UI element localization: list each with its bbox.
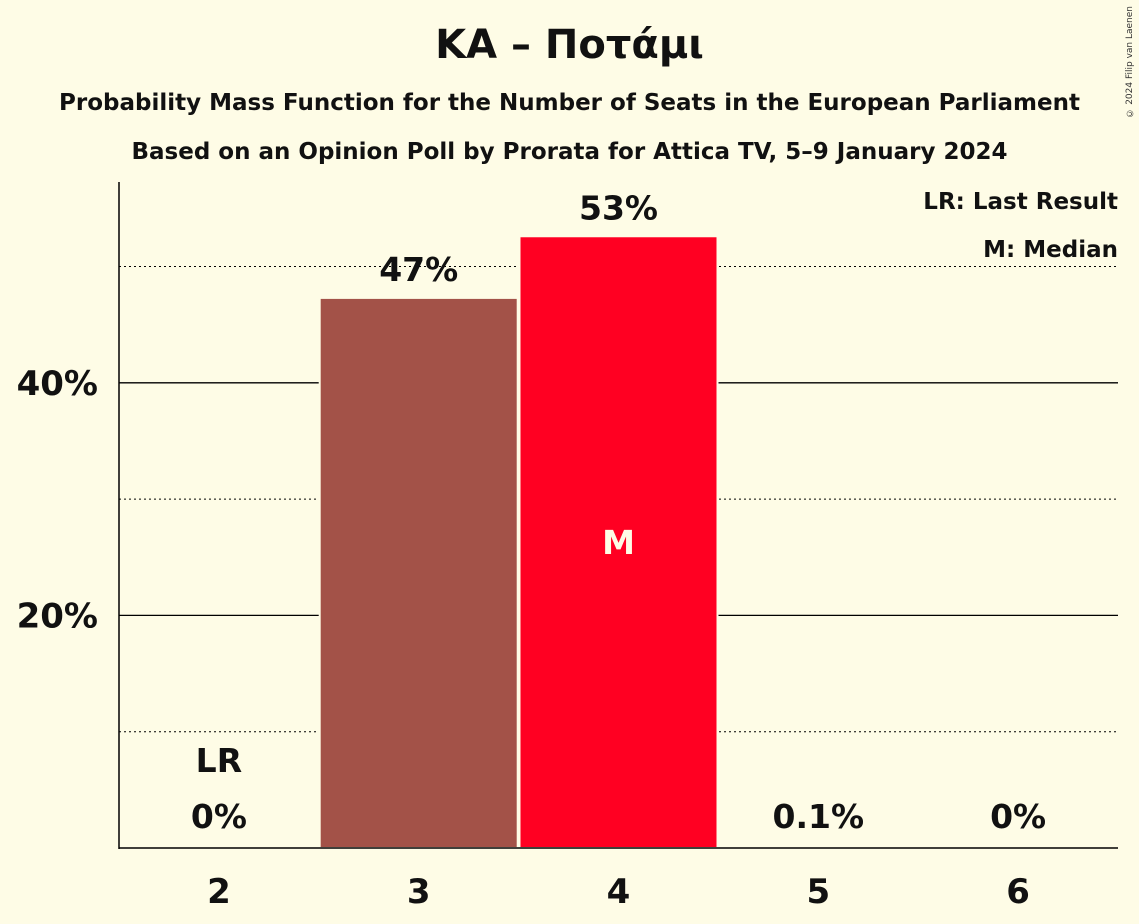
data-label-6: 0% bbox=[990, 797, 1046, 836]
x-tick-label-5: 5 bbox=[806, 872, 830, 912]
x-tick-label-2: 2 bbox=[207, 872, 231, 912]
chart-subtitle-1: Probability Mass Function for the Number… bbox=[59, 90, 1080, 116]
median-marker: M bbox=[602, 523, 635, 562]
y-tick-label: 20% bbox=[17, 596, 98, 636]
data-label-2: 0% bbox=[191, 797, 247, 836]
bars bbox=[318, 235, 919, 849]
labels: 20% 40% 0% 2 LR 47% 3 53% 4 M 0.1% 5 0% 6 bbox=[17, 188, 1047, 912]
chart-subtitle-2: Based on an Opinion Poll by Prorata for … bbox=[131, 139, 1008, 165]
bar-seats-3 bbox=[318, 296, 519, 849]
data-label-4: 53% bbox=[579, 188, 658, 227]
bar-seats-4 bbox=[518, 235, 719, 849]
x-tick-label-6: 6 bbox=[1006, 872, 1030, 912]
legend-median: M: Median bbox=[983, 237, 1118, 263]
axes bbox=[118, 182, 1118, 849]
last-result-marker: LR bbox=[196, 741, 242, 780]
y-tick-label: 40% bbox=[17, 364, 98, 404]
data-label-3: 47% bbox=[379, 250, 458, 289]
chart-title: ΚΑ – Ποτάμι bbox=[435, 22, 704, 68]
legend-last-result: LR: Last Result bbox=[923, 189, 1118, 215]
legend: LR: Last Result M: Median bbox=[923, 189, 1118, 263]
x-tick-label-4: 4 bbox=[607, 872, 631, 912]
data-label-5: 0.1% bbox=[773, 797, 865, 836]
x-tick-label-3: 3 bbox=[407, 872, 431, 912]
